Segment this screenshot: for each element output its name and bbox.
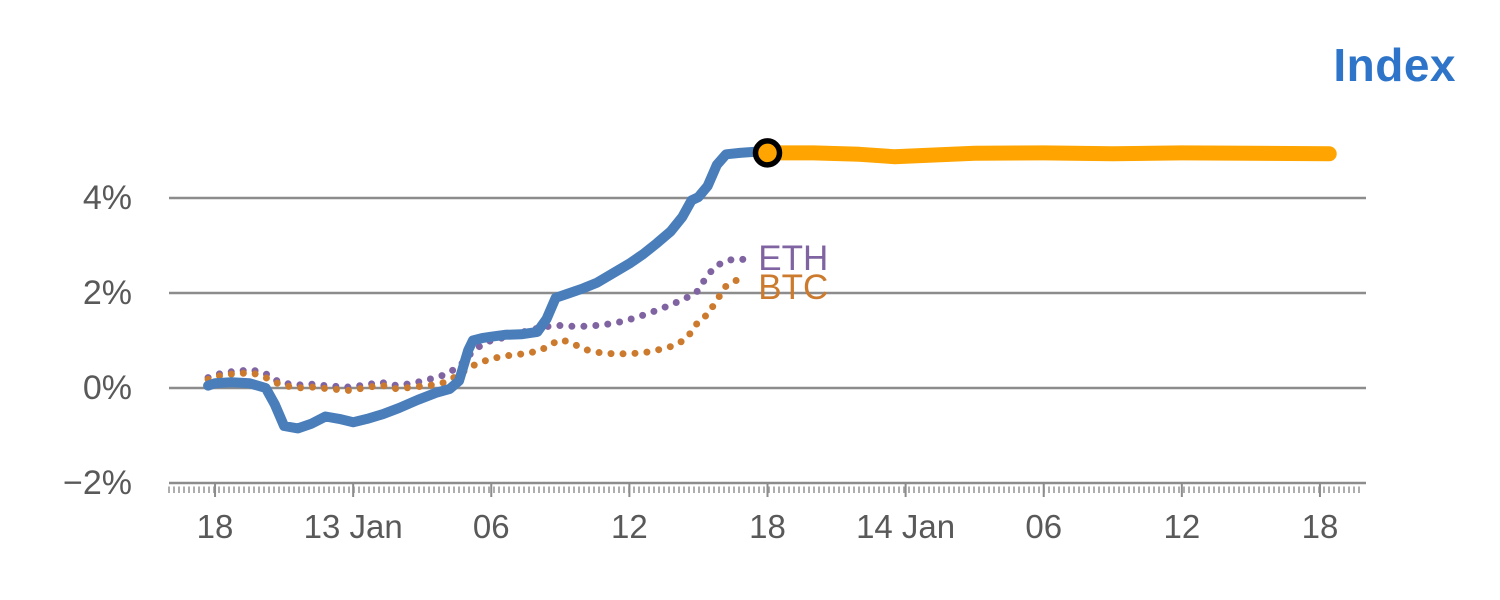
btc-series-label: BTC	[758, 268, 828, 307]
y-axis-tick-label: 4%	[83, 179, 132, 217]
x-axis-tick-label: 18	[1302, 508, 1339, 545]
x-axis-tick-label: 18	[749, 508, 786, 545]
x-axis-tick-label: 14 Jan	[856, 508, 955, 545]
x-axis-tick-label: 06	[1025, 508, 1062, 545]
x-axis-tick-label: 13 Jan	[304, 508, 403, 545]
y-axis-tick-label: 2%	[83, 274, 132, 312]
series-index-projection-line	[760, 145, 1337, 165]
chart-title: Index	[1333, 39, 1456, 91]
series-index-history-line	[203, 146, 773, 434]
latest-value-marker	[752, 138, 783, 168]
series-btc-line	[204, 273, 751, 394]
y-axis-tick-label: 0%	[83, 369, 132, 407]
x-axis-tick-label: 06	[473, 508, 510, 545]
y-axis-tick-label: −2%	[63, 464, 132, 502]
series-eth-line	[204, 255, 751, 391]
eth-series-label: ETH	[758, 239, 828, 278]
x-axis-tick-label: 18	[197, 508, 234, 545]
x-axis-tick-label: 12	[611, 508, 648, 545]
x-axis-tick-label: 12	[1163, 508, 1200, 545]
